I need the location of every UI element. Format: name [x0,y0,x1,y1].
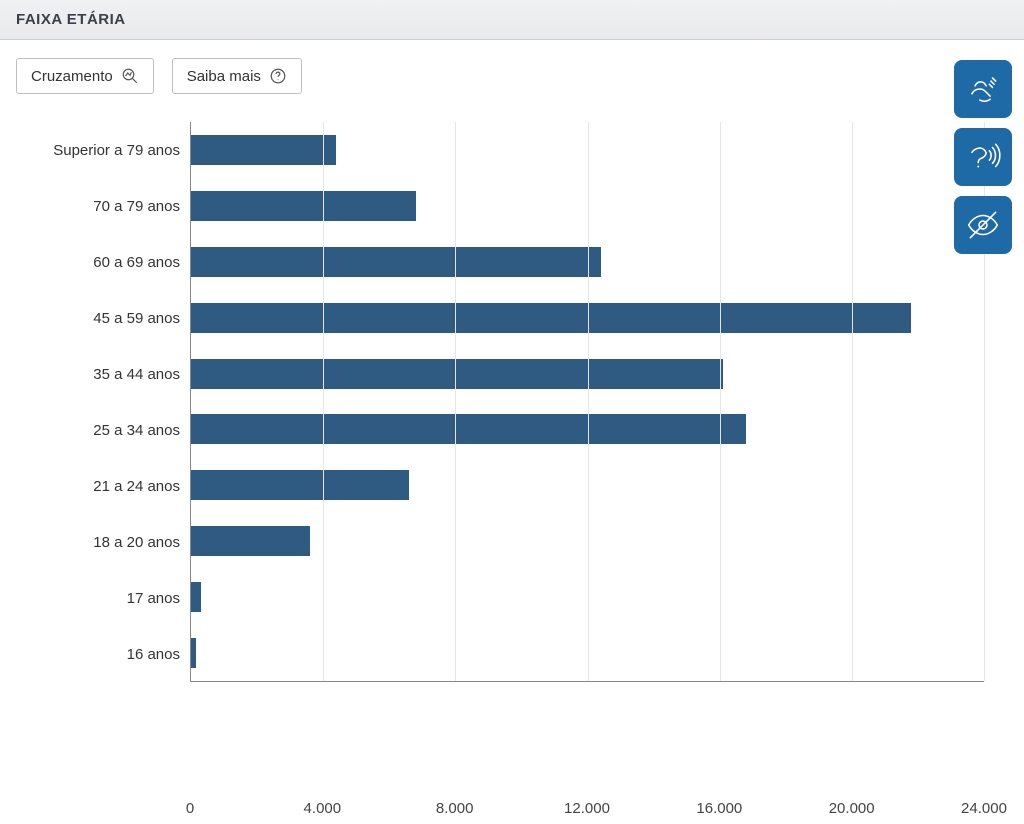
eye-off-icon [964,206,1002,244]
panel-title: FAIXA ETÁRIA [16,11,126,28]
cruzamento-button[interactable]: Cruzamento [16,58,154,94]
sign-language-button[interactable] [954,60,1012,118]
y-axis-labels: Superior a 79 anos 70 a 79 anos 60 a 69 an… [10,122,190,682]
y-tick-label: 18 a 20 anos [93,535,180,550]
bar [191,414,746,444]
gridline [455,122,456,681]
accessibility-rail [954,60,1012,254]
y-tick-label: 45 a 59 anos [93,311,180,326]
chart-container: Superior a 79 anos 70 a 79 anos 60 a 69 an… [0,102,1024,692]
x-tick-label: 8.000 [436,800,474,817]
speech-icon [964,138,1002,176]
bar [191,359,723,389]
y-tick-label: 16 anos [127,647,180,662]
bar [191,526,310,556]
x-tick-label: 0 [186,800,194,817]
help-icon [269,67,287,85]
y-tick-label: 35 a 44 anos [93,367,180,382]
y-tick-label: 25 a 34 anos [93,423,180,438]
toolbar: Cruzamento Saiba mais [0,40,1024,102]
panel-header: FAIXA ETÁRIA [0,0,1024,40]
cruzamento-label: Cruzamento [31,68,113,85]
sign-language-icon [964,70,1002,108]
y-tick-label: 17 anos [127,591,180,606]
age-bar-chart: Superior a 79 anos 70 a 79 anos 60 a 69 an… [10,122,984,682]
x-tick-label: 16.000 [696,800,742,817]
gridline [588,122,589,681]
bar [191,638,196,668]
gridline [720,122,721,681]
x-tick-label: 4.000 [304,800,342,817]
bar [191,191,416,221]
x-tick-label: 24.000 [961,800,1007,817]
gridline [323,122,324,681]
high-contrast-button[interactable] [954,196,1012,254]
bar [191,303,911,333]
x-tick-label: 12.000 [564,800,610,817]
bar [191,470,409,500]
x-axis: 04.0008.00012.00016.00020.00024.000 [190,800,984,824]
text-to-speech-button[interactable] [954,128,1012,186]
gridline [852,122,853,681]
saiba-mais-label: Saiba mais [187,68,261,85]
x-tick-label: 20.000 [829,800,875,817]
bar [191,582,201,612]
plot-area [190,122,984,682]
y-tick-label: 70 a 79 anos [93,199,180,214]
bar [191,247,601,277]
bar [191,135,336,165]
y-tick-label: 60 a 69 anos [93,255,180,270]
y-tick-label: 21 a 24 anos [93,479,180,494]
magnify-chart-icon [121,67,139,85]
saiba-mais-button[interactable]: Saiba mais [172,58,302,94]
y-tick-label: Superior a 79 anos [53,143,180,158]
